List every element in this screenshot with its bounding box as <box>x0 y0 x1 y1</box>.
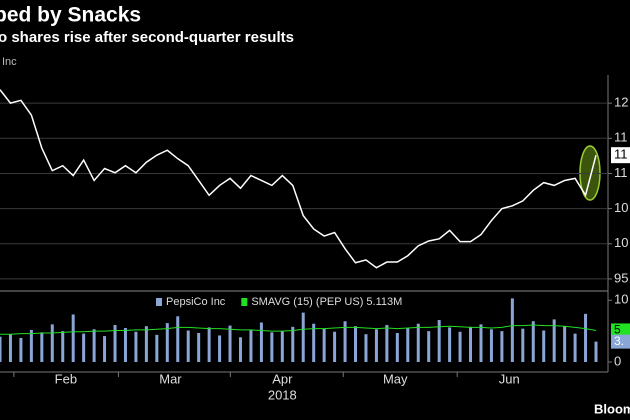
volume-bar <box>207 327 211 362</box>
volume-bar <box>364 334 368 362</box>
volume-bar <box>374 329 378 362</box>
y-tick-label: 10 <box>614 292 628 307</box>
volume-bar <box>280 331 284 362</box>
volume-bar <box>385 324 389 362</box>
volume-bar <box>40 332 44 362</box>
volume-bar <box>427 331 431 362</box>
volume-bar <box>322 328 326 362</box>
volume-bar <box>416 323 420 362</box>
y-tick-label: 11 <box>614 165 628 180</box>
volume-bar <box>448 327 452 362</box>
source: Bloom <box>594 401 630 416</box>
volume-bar <box>406 328 410 362</box>
volume-bar <box>61 331 65 362</box>
current-value-label: 5 <box>614 323 621 337</box>
volume-bar <box>197 332 201 362</box>
volume-bar <box>301 312 305 362</box>
volume-bar <box>123 328 127 362</box>
volume-bar <box>573 333 577 362</box>
series-label: Inc <box>2 56 17 68</box>
current-value-box <box>611 147 630 164</box>
current-value-label: 11 <box>614 147 628 162</box>
volume-bar <box>218 335 222 362</box>
volume-bar <box>312 323 316 362</box>
x-tick-label: Jun <box>499 371 520 386</box>
volume-bar <box>238 337 242 362</box>
price-line <box>0 89 597 269</box>
volume-bar <box>186 330 190 362</box>
volume-bar <box>354 326 358 362</box>
y-tick-label: 11 <box>614 130 628 145</box>
y-tick-label: 10 <box>614 200 628 215</box>
volume-bar <box>500 331 504 362</box>
volume-bar <box>594 341 598 362</box>
average-line <box>0 324 597 335</box>
volume-bar <box>113 324 117 362</box>
volume-bar <box>479 324 483 362</box>
volume-bar <box>228 325 232 362</box>
volume-bar <box>458 331 462 362</box>
subtitle: o shares rise after second-quarter resul… <box>0 29 294 46</box>
volume-bar <box>510 298 514 362</box>
current-value-label: 3. <box>614 334 624 348</box>
title: ped by Snacks <box>0 4 141 27</box>
volume-bar <box>82 333 86 362</box>
volume-bar <box>0 336 2 362</box>
volume-bar <box>176 316 180 362</box>
volume-bar <box>542 330 546 362</box>
volume-bar <box>333 331 337 362</box>
volume-bar <box>165 323 169 362</box>
x-axis-label: 2018 <box>268 387 297 402</box>
volume-bar <box>395 332 399 362</box>
volume-bar <box>521 328 525 362</box>
volume-bar <box>19 337 23 362</box>
volume-bar <box>71 314 75 362</box>
current-value-box <box>611 323 630 338</box>
volume-bar <box>563 326 567 362</box>
volume-bar <box>270 332 274 362</box>
x-tick-label: May <box>383 371 408 386</box>
x-tick-label: Feb <box>55 371 77 386</box>
volume-bar <box>8 334 12 362</box>
volume-bar <box>531 321 535 362</box>
volume-bar <box>134 331 138 362</box>
volume-bar <box>103 336 107 362</box>
y-tick-label: 0 <box>614 353 621 368</box>
x-tick-label: Mar <box>159 371 182 386</box>
legend-label: PepsiCo Inc <box>166 296 226 308</box>
volume-bar <box>584 313 588 362</box>
volume-bar <box>489 329 493 362</box>
y-tick-label: 10 <box>614 235 628 250</box>
volume-bar <box>155 334 159 362</box>
volume-bar <box>50 324 54 362</box>
legend-swatch <box>241 298 248 306</box>
legend-label: SMAVG (15) (PEP US) 5.113M <box>251 296 402 308</box>
volume-bar <box>437 320 441 362</box>
volume-bar <box>92 329 96 362</box>
x-tick-label: Apr <box>272 371 293 386</box>
volume-bar <box>144 326 148 362</box>
volume-bar <box>469 326 473 362</box>
y-tick-label: 12 <box>614 95 628 110</box>
volume-bar <box>343 321 347 362</box>
volume-bar <box>291 326 295 362</box>
current-value-box <box>611 334 630 349</box>
volume-bar <box>552 319 556 362</box>
volume-bar <box>259 322 263 362</box>
volume-bar <box>249 329 253 362</box>
volume-bar <box>29 329 33 362</box>
y-tick-label: 95 <box>614 270 628 285</box>
legend-swatch <box>156 298 162 306</box>
